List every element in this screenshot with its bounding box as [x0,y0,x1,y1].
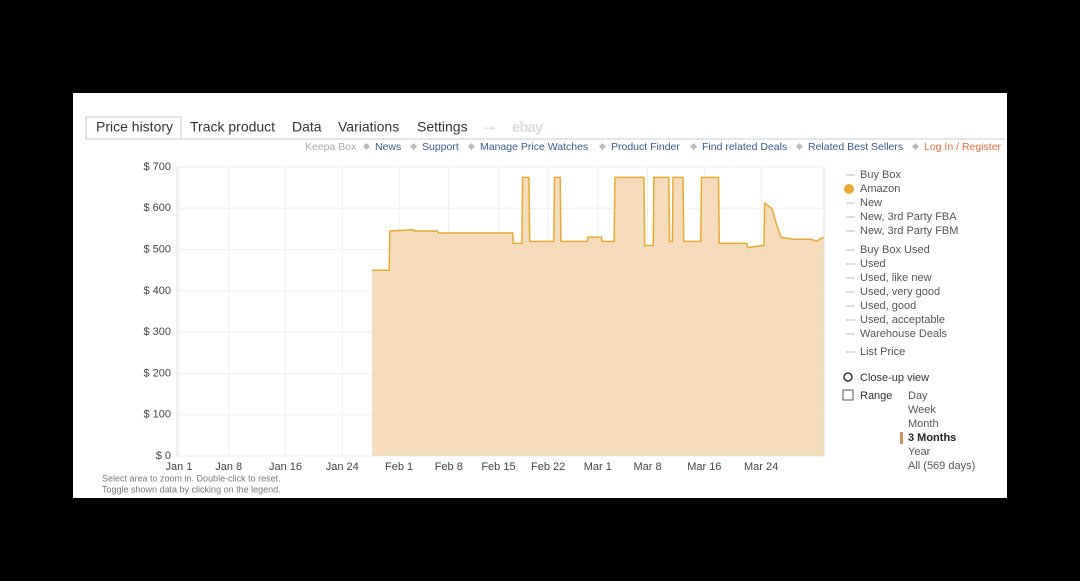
tab[interactable]: Settings [417,119,468,135]
price-line [372,176,824,271]
legend-item[interactable]: Used [860,258,886,270]
x-tick-label: Mar 24 [744,461,778,473]
brand-link[interactable]: ebay [512,119,545,136]
y-tick-label: $ 100 [143,409,171,421]
range-option[interactable]: Week [908,404,936,416]
nav-link[interactable]: Find related Deals [702,141,787,153]
tab[interactable]: Variations [338,119,399,135]
nav-link[interactable]: Product Finder [611,141,680,153]
y-tick-label: $ 400 [143,285,171,297]
hint: Select area to zoom in. Double-click to … [102,473,281,483]
separator [795,142,804,151]
y-tick-label: $ 0 [156,450,171,462]
legend-item[interactable]: Buy Box [860,169,901,181]
legend-item[interactable]: Used, very good [860,286,940,298]
legend-item[interactable]: New, 3rd Party FBA [860,211,957,223]
legend-item[interactable]: Used, good [860,300,916,312]
legend-swatch [844,184,854,194]
legend-item[interactable]: List Price [860,346,905,358]
x-tick-label: Mar 8 [633,461,661,473]
separator [689,142,698,151]
x-tick-label: Feb 15 [481,461,515,473]
separator [467,142,476,151]
separator [598,142,607,151]
range-option[interactable]: All (569 days) [908,460,975,472]
y-tick-label: $ 300 [143,326,171,338]
x-tick-label: Jan 16 [269,461,302,473]
legend-item[interactable]: Used, like new [860,272,932,284]
active-tab [85,116,182,140]
nav-link[interactable]: Manage Price Watches [480,141,588,153]
x-tick-label: Feb 22 [531,461,565,473]
range-option[interactable]: Day [908,390,928,402]
y-tick-label: $ 700 [143,161,171,173]
x-tick-label: Jan 24 [326,461,359,473]
legend-item[interactable]: New [860,197,882,209]
range-option[interactable]: 3 Months [908,432,956,444]
tab[interactable]: Price history [96,119,173,135]
range-option[interactable]: Month [908,418,939,430]
separator [362,142,371,151]
x-tick-label: Feb 8 [435,461,463,473]
legend-item[interactable]: Amazon [860,183,900,195]
selected-marker [900,432,903,444]
calendar-icon [842,389,854,401]
x-tick-label: Jan 1 [166,461,193,473]
separator [911,142,920,151]
legend-item[interactable]: Used, acceptable [860,314,945,326]
nav-link[interactable]: Related Best Sellers [808,141,903,153]
nav-link[interactable]: News [375,141,401,153]
y-tick-label: $ 200 [143,367,171,379]
legend-item[interactable]: Warehouse Deals [860,328,948,340]
closeup-toggle[interactable]: Close-up view [860,372,929,384]
nav-link[interactable]: Keepa Box [305,141,357,153]
x-tick-label: Jan 8 [215,461,242,473]
x-tick-label: Mar 1 [584,461,612,473]
nav-link[interactable]: Support [422,141,459,153]
legend-item[interactable]: New, 3rd Party FBM [860,225,958,237]
x-tick-label: Mar 16 [687,461,721,473]
hint: Toggle shown data by clicking on the leg… [102,484,281,494]
range-label: Range [860,390,892,402]
separator [409,142,418,151]
arrow: → [480,115,498,135]
area [372,177,824,457]
search-icon [843,372,853,382]
y-tick-label: $ 600 [143,202,171,214]
legend-item[interactable]: Buy Box Used [860,244,930,256]
nav-link[interactable]: Log In / Register [924,141,1002,153]
tab[interactable]: Track product [190,119,275,135]
y-tick-label: $ 500 [143,243,171,255]
tab[interactable]: Data [292,119,322,135]
x-tick-label: Feb 1 [385,461,413,473]
range-option[interactable]: Year [908,446,931,458]
